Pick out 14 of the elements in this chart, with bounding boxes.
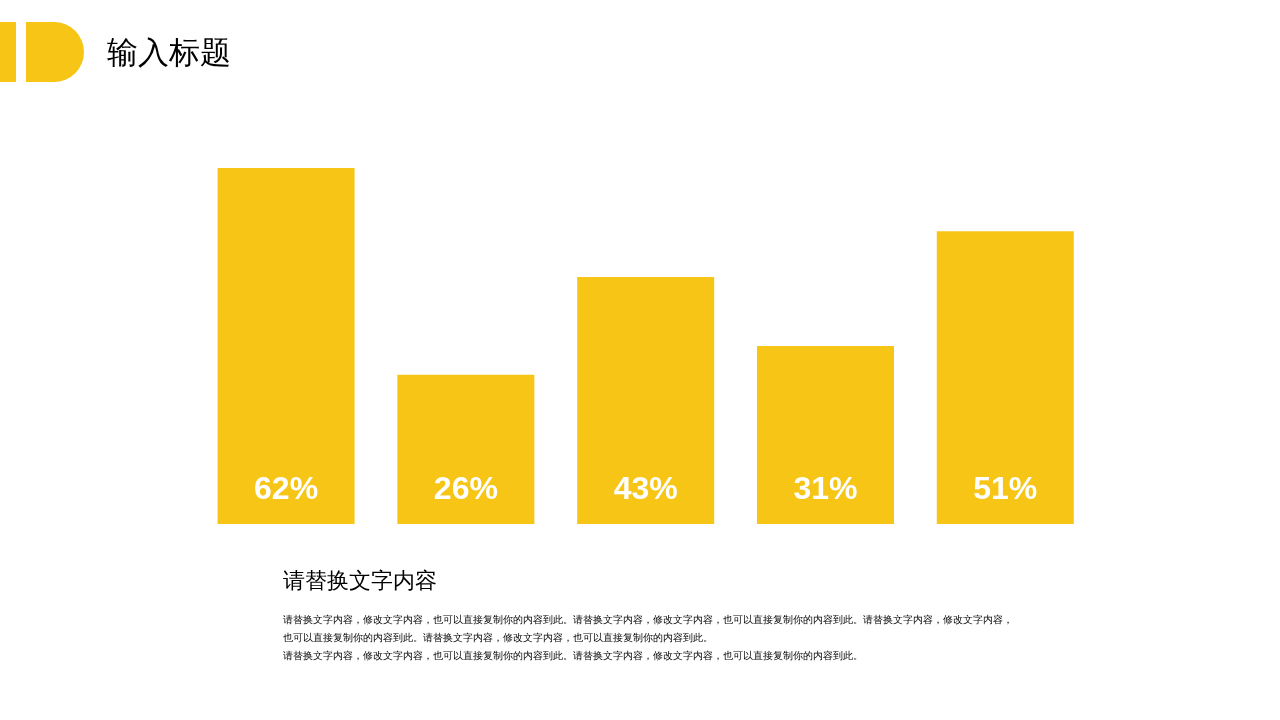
bar — [577, 277, 715, 524]
bar — [397, 374, 535, 524]
text: 请替换文字内容，修改文字内容，也可以直接复制你的内容到此。请替换文字内容，修改文字内容，也可以直接复制你的内容到此。 — [283, 649, 864, 663]
bar — [217, 168, 355, 524]
data-label: 51% — [973, 470, 1038, 506]
data-label: 31% — [793, 470, 858, 506]
chart-title: 输入标题 — [107, 33, 231, 71]
data-label: 62% — [254, 470, 319, 506]
data-label: 26% — [433, 470, 498, 506]
bar — [936, 231, 1074, 524]
bar — [756, 346, 894, 524]
text: 请替换文字内容，修改文字内容，也可以直接复制你的内容到此。请替换文字内容，修改文字内容，也可以直接复制你的内容到此。请替换文字内容，修改文字内容，也可以直接复制你的内容到此。请替换文字内容，修改文字内容，也可以直接复制你的内容到此。 — [283, 613, 1014, 645]
data-label: 43% — [613, 470, 678, 506]
text: 请替换文字内容 — [283, 567, 437, 595]
